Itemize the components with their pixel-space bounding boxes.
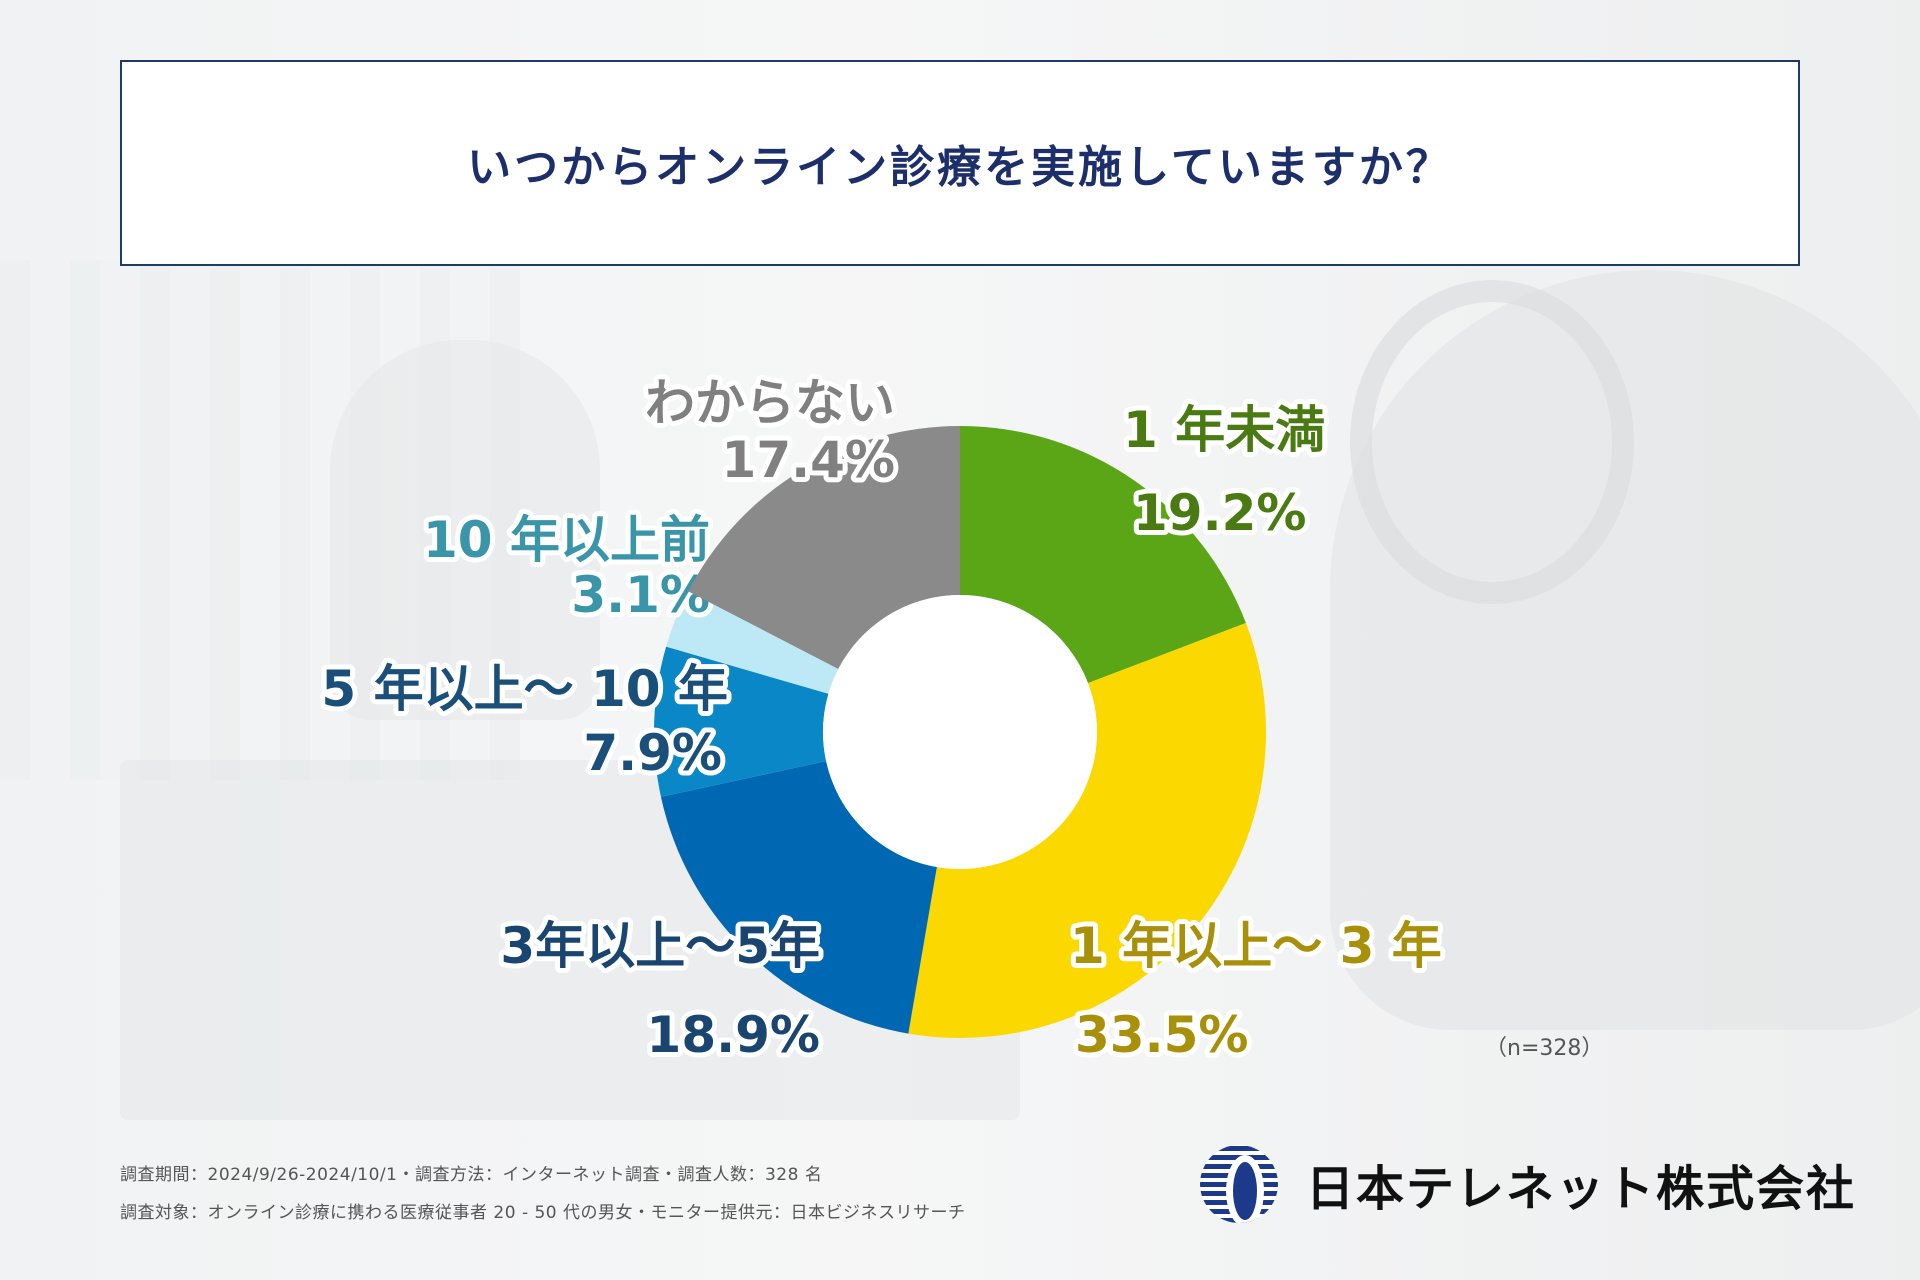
slice-over-10-years	[666, 591, 839, 694]
company-name: 日本テレネット株式会社	[1306, 1161, 1857, 1217]
slice-value-5-to-10-years: 7.9%	[583, 724, 722, 782]
slice-label-3-to-5-years: 3年以上〜5年	[500, 917, 820, 975]
slice-label-1-to-3-years: 1 年以上〜 3 年	[1070, 917, 1442, 975]
sample-size-note: （n=328）	[1485, 1036, 1604, 1061]
footer-survey-period: 調査期間：2024/9/26-2024/10/1・調査方法：インターネット調査・…	[120, 1165, 823, 1185]
chart-title: いつからオンライン診療を実施していますか？	[467, 142, 1453, 193]
slice-label-5-to-10-years: 5 年以上〜 10 年	[321, 660, 728, 718]
slice-value-over-10-years: 3.1%	[571, 566, 710, 624]
footer-survey-target: 調査対象：オンライン診療に携わる医療従事者 20 - 50 代の男女・モニター提…	[120, 1203, 966, 1223]
slice-label-unknown: わからない	[645, 374, 895, 432]
slice-under-1-year	[960, 426, 1246, 684]
slice-5-to-10-years	[654, 646, 829, 797]
slice-value-3-to-5-years: 18.9%	[647, 1006, 820, 1064]
slice-label-under-1-year: 1 年未満	[1123, 401, 1325, 459]
slice-value-unknown: 17.4%	[722, 431, 895, 489]
title-box: いつからオンライン診療を実施していますか？	[120, 60, 1800, 266]
slice-1-to-3-years	[908, 622, 1266, 1038]
slice-value-1-to-3-years: 33.5%	[1075, 1006, 1248, 1064]
company-logo-icon	[1200, 1145, 1278, 1223]
slice-label-over-10-years: 10 年以上前	[423, 511, 710, 569]
slice-value-under-1-year: 19.2%	[1133, 484, 1306, 542]
company-logo: 日本テレネット株式会社	[1200, 1145, 1856, 1223]
background-person	[330, 340, 600, 720]
slice-unknown	[688, 426, 960, 670]
donut-hole	[823, 595, 1097, 869]
slice-3-to-5-years	[660, 761, 937, 1034]
